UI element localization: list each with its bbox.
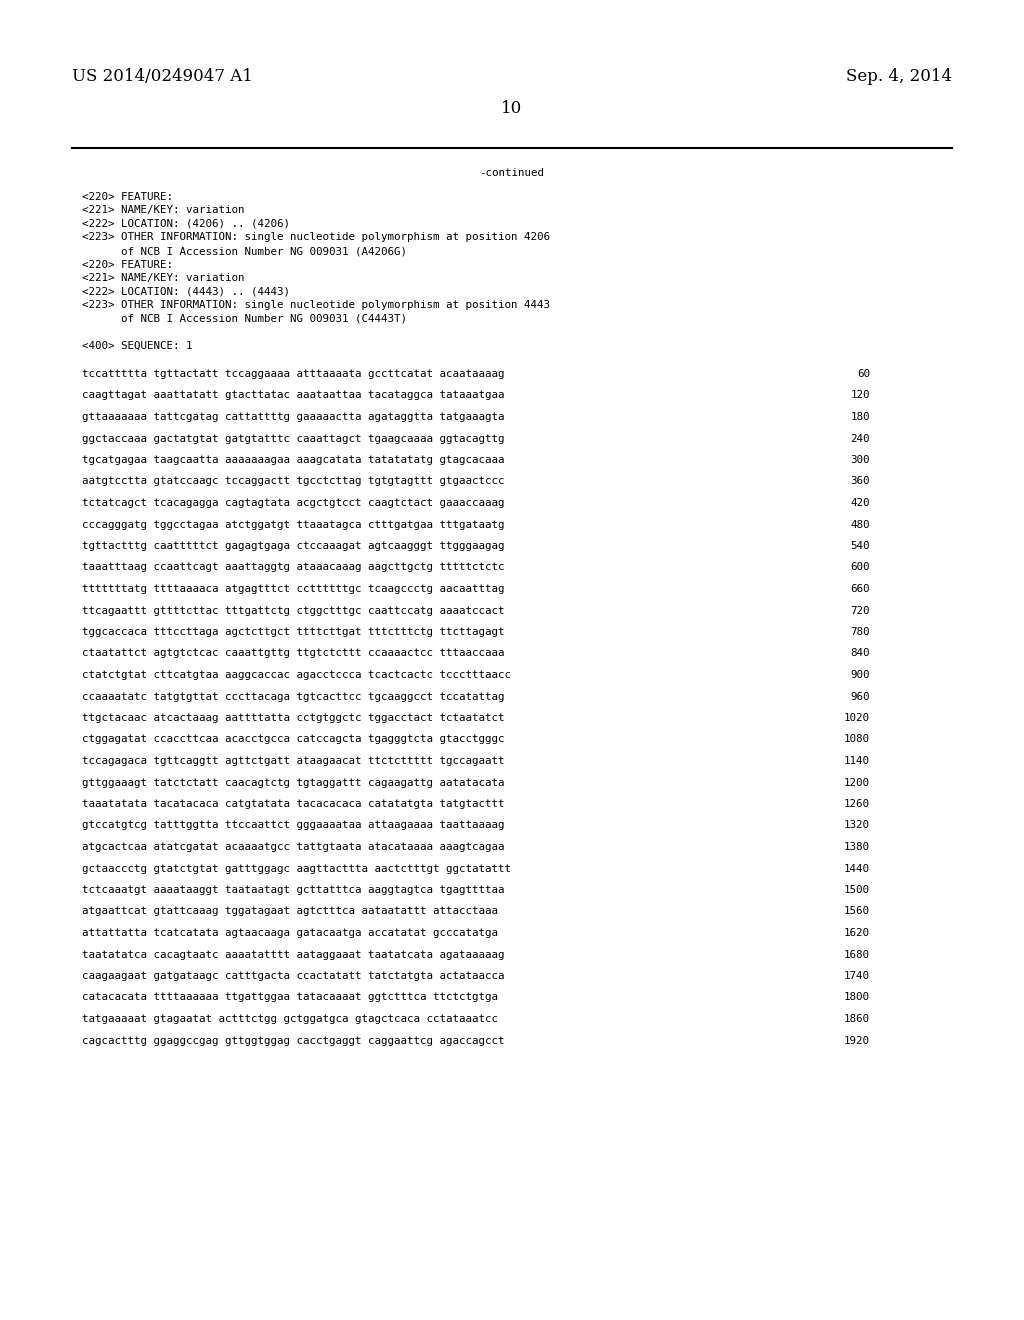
Text: 240: 240 [851,433,870,444]
Text: <220> FEATURE:: <220> FEATURE: [82,191,173,202]
Text: 60: 60 [857,370,870,379]
Text: aatgtcctta gtatccaagc tccaggactt tgcctcttag tgtgtagttt gtgaactccc: aatgtcctta gtatccaagc tccaggactt tgcctct… [82,477,505,487]
Text: 1560: 1560 [844,907,870,916]
Text: taaatttaag ccaattcagt aaattaggtg ataaacaaag aagcttgctg tttttctctc: taaatttaag ccaattcagt aaattaggtg ataaaca… [82,562,505,573]
Text: gtccatgtcg tatttggtta ttccaattct gggaaaataa attaagaaaa taattaaaag: gtccatgtcg tatttggtta ttccaattct gggaaaa… [82,821,505,830]
Text: US 2014/0249047 A1: US 2014/0249047 A1 [72,69,253,84]
Text: 720: 720 [851,606,870,615]
Text: 1860: 1860 [844,1014,870,1024]
Text: 1320: 1320 [844,821,870,830]
Text: 1080: 1080 [844,734,870,744]
Text: 1680: 1680 [844,949,870,960]
Text: Sep. 4, 2014: Sep. 4, 2014 [846,69,952,84]
Text: 840: 840 [851,648,870,659]
Text: tggcaccaca tttccttaga agctcttgct ttttcttgat tttctttctg ttcttagagt: tggcaccaca tttccttaga agctcttgct ttttctt… [82,627,505,638]
Text: <222> LOCATION: (4206) .. (4206): <222> LOCATION: (4206) .. (4206) [82,219,290,228]
Text: ttcagaattt gttttcttac tttgattctg ctggctttgc caattccatg aaaatccact: ttcagaattt gttttcttac tttgattctg ctggctt… [82,606,505,615]
Text: 420: 420 [851,498,870,508]
Text: 360: 360 [851,477,870,487]
Text: 120: 120 [851,391,870,400]
Text: attattatta tcatcatata agtaacaaga gatacaatga accatatat gcccatatga: attattatta tcatcatata agtaacaaga gatacaa… [82,928,498,939]
Text: 1500: 1500 [844,884,870,895]
Text: gttaaaaaaa tattcgatag cattattttg gaaaaactta agataggtta tatgaaagta: gttaaaaaaa tattcgatag cattattttg gaaaaac… [82,412,505,422]
Text: caagttagat aaattatatt gtacttatac aaataattaa tacataggca tataaatgaa: caagttagat aaattatatt gtacttatac aaataat… [82,391,505,400]
Text: <220> FEATURE:: <220> FEATURE: [82,260,173,269]
Text: 1920: 1920 [844,1035,870,1045]
Text: 1740: 1740 [844,972,870,981]
Text: caagaagaat gatgataagc catttgacta ccactatatt tatctatgta actataacca: caagaagaat gatgataagc catttgacta ccactat… [82,972,505,981]
Text: 1380: 1380 [844,842,870,851]
Text: <221> NAME/KEY: variation: <221> NAME/KEY: variation [82,206,245,215]
Text: 780: 780 [851,627,870,638]
Text: 1140: 1140 [844,756,870,766]
Text: 600: 600 [851,562,870,573]
Text: 960: 960 [851,692,870,701]
Text: 1260: 1260 [844,799,870,809]
Text: tttttttatg ttttaaaaca atgagtttct ccttttttgc tcaagccctg aacaatttag: tttttttatg ttttaaaaca atgagtttct ccttttt… [82,583,505,594]
Text: 1020: 1020 [844,713,870,723]
Text: 900: 900 [851,671,870,680]
Text: 540: 540 [851,541,870,550]
Text: 480: 480 [851,520,870,529]
Text: taaatatata tacatacaca catgtatata tacacacaca catatatgta tatgtacttt: taaatatata tacatacaca catgtatata tacacac… [82,799,505,809]
Text: ccaaaatatc tatgtgttat cccttacaga tgtcacttcc tgcaaggcct tccatattag: ccaaaatatc tatgtgttat cccttacaga tgtcact… [82,692,505,701]
Text: ctatctgtat cttcatgtaa aaggcaccac agacctccca tcactcactc tccctttaacc: ctatctgtat cttcatgtaa aaggcaccac agacctc… [82,671,511,680]
Text: ttgctacaac atcactaaag aattttatta cctgtggctc tggacctact tctaatatct: ttgctacaac atcactaaag aattttatta cctgtgg… [82,713,505,723]
Text: 1200: 1200 [844,777,870,788]
Text: <222> LOCATION: (4443) .. (4443): <222> LOCATION: (4443) .. (4443) [82,286,290,297]
Text: tccattttta tgttactatt tccaggaaaa atttaaaata gccttcatat acaataaaag: tccattttta tgttactatt tccaggaaaa atttaaa… [82,370,505,379]
Text: tgcatgagaa taagcaatta aaaaaaagaa aaagcatata tatatatatg gtagcacaaa: tgcatgagaa taagcaatta aaaaaaagaa aaagcat… [82,455,505,465]
Text: <223> OTHER INFORMATION: single nucleotide polymorphism at position 4443: <223> OTHER INFORMATION: single nucleoti… [82,300,550,310]
Text: 1440: 1440 [844,863,870,874]
Text: cccagggatg tggcctagaa atctggatgt ttaaatagca ctttgatgaa tttgataatg: cccagggatg tggcctagaa atctggatgt ttaaata… [82,520,505,529]
Text: gttggaaagt tatctctatt caacagtctg tgtaggattt cagaagattg aatatacata: gttggaaagt tatctctatt caacagtctg tgtagga… [82,777,505,788]
Text: 1800: 1800 [844,993,870,1002]
Text: tgttactttg caatttttct gagagtgaga ctccaaagat agtcaagggt ttgggaagag: tgttactttg caatttttct gagagtgaga ctccaaa… [82,541,505,550]
Text: of NCB I Accession Number NG 009031 (C4443T): of NCB I Accession Number NG 009031 (C44… [82,314,407,323]
Text: tctatcagct tcacagagga cagtagtata acgctgtcct caagtctact gaaaccaaag: tctatcagct tcacagagga cagtagtata acgctgt… [82,498,505,508]
Text: 1620: 1620 [844,928,870,939]
Text: <221> NAME/KEY: variation: <221> NAME/KEY: variation [82,273,245,282]
Text: 660: 660 [851,583,870,594]
Text: taatatatca cacagtaatc aaaatatttt aataggaaat taatatcata agataaaaag: taatatatca cacagtaatc aaaatatttt aatagga… [82,949,505,960]
Text: <400> SEQUENCE: 1: <400> SEQUENCE: 1 [82,341,193,351]
Text: ggctaccaaa gactatgtat gatgtatttc caaattagct tgaagcaaaa ggtacagttg: ggctaccaaa gactatgtat gatgtatttc caaatta… [82,433,505,444]
Text: tccagagaca tgttcaggtt agttctgatt ataagaacat ttctcttttt tgccagaatt: tccagagaca tgttcaggtt agttctgatt ataagaa… [82,756,505,766]
Text: -continued: -continued [479,168,545,178]
Text: ctggagatat ccaccttcaa acacctgcca catccagcta tgagggtcta gtacctgggc: ctggagatat ccaccttcaa acacctgcca catccag… [82,734,505,744]
Text: <223> OTHER INFORMATION: single nucleotide polymorphism at position 4206: <223> OTHER INFORMATION: single nucleoti… [82,232,550,243]
Text: of NCB I Accession Number NG 009031 (A4206G): of NCB I Accession Number NG 009031 (A42… [82,246,407,256]
Text: atgaattcat gtattcaaag tggatagaat agtctttca aataatattt attacctaaa: atgaattcat gtattcaaag tggatagaat agtcttt… [82,907,498,916]
Text: 180: 180 [851,412,870,422]
Text: tctcaaatgt aaaataaggt taataatagt gcttatttca aaggtagtca tgagttttaa: tctcaaatgt aaaataaggt taataatagt gcttatt… [82,884,505,895]
Text: cagcactttg ggaggccgag gttggtggag cacctgaggt caggaattcg agaccagcct: cagcactttg ggaggccgag gttggtggag cacctga… [82,1035,505,1045]
Text: gctaaccctg gtatctgtat gatttggagc aagttacttta aactctttgt ggctatattt: gctaaccctg gtatctgtat gatttggagc aagttac… [82,863,511,874]
Text: tatgaaaaat gtagaatat actttctgg gctggatgca gtagctcaca cctataaatcc: tatgaaaaat gtagaatat actttctgg gctggatgc… [82,1014,498,1024]
Text: 300: 300 [851,455,870,465]
Text: ctaatattct agtgtctcac caaattgttg ttgtctcttt ccaaaactcc tttaaccaaa: ctaatattct agtgtctcac caaattgttg ttgtctc… [82,648,505,659]
Text: 10: 10 [502,100,522,117]
Text: atgcactcaa atatcgatat acaaaatgcc tattgtaata atacataaaa aaagtcagaa: atgcactcaa atatcgatat acaaaatgcc tattgta… [82,842,505,851]
Text: catacacata ttttaaaaaa ttgattggaa tatacaaaat ggtctttca ttctctgtga: catacacata ttttaaaaaa ttgattggaa tatacaa… [82,993,498,1002]
